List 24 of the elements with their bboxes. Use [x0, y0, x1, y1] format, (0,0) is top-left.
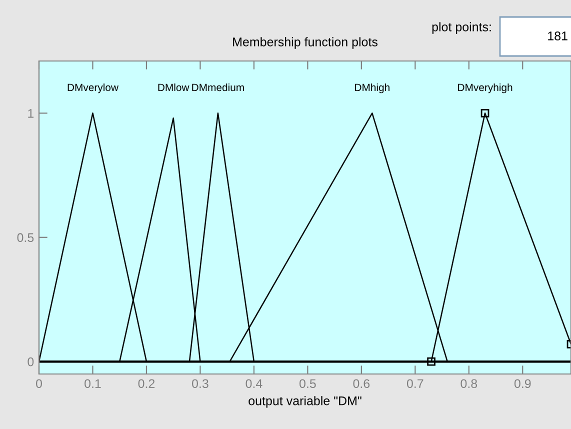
x-tick-label: 0: [36, 379, 42, 388]
text: DMhigh: [355, 83, 390, 94]
x-tick-label: 0.3: [192, 379, 208, 388]
x-tick-label: 0.1: [84, 379, 101, 388]
y-tick-label: 0: [28, 357, 34, 366]
text: DMmedium: [192, 83, 244, 92]
x-tick-label: 0.7: [406, 379, 424, 388]
text: DMveryhigh: [458, 83, 512, 94]
x-tick-label: 0.9: [514, 379, 531, 388]
x-tick-label: 0.2: [138, 379, 155, 388]
chart-title: Membership function plots: [233, 37, 378, 49]
x-tick-label: 0.8: [460, 379, 478, 388]
text: plot points:: [432, 22, 491, 34]
text: DMverylow: [68, 83, 119, 94]
x-tick-label: 0.5: [299, 379, 316, 388]
x-tick-label: 0.6: [353, 379, 370, 388]
text: DMlow: [158, 83, 190, 92]
point: [427, 357, 436, 366]
y-tick-label: 1: [28, 109, 34, 118]
y-tick-label: 0.5: [17, 233, 34, 242]
text: 181: [548, 32, 568, 40]
x-axis-title: output variable "DM": [248, 396, 362, 408]
point: [480, 109, 490, 118]
x-tick-label: 0.4: [246, 379, 262, 388]
